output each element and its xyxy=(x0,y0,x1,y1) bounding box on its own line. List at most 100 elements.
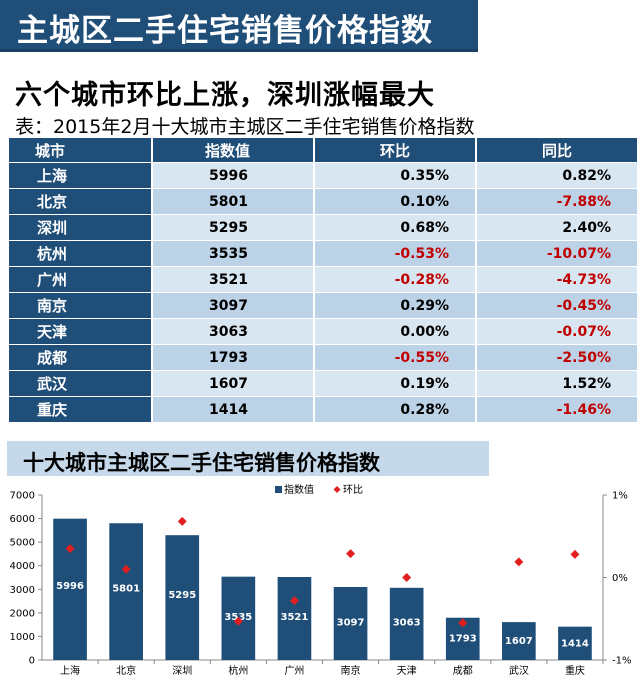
x-tick-label: 上海 xyxy=(60,664,80,677)
cell-index: 3097 xyxy=(153,293,313,318)
bar-重庆 xyxy=(558,626,592,660)
x-tick-label: 成都 xyxy=(453,665,473,677)
mom-marker-上海 xyxy=(65,544,75,554)
bar-广州 xyxy=(277,577,312,660)
table-caption: 表：2015年2月十大城市主城区二手住宅销售价格指数 xyxy=(15,116,475,138)
cell-index: 5295 xyxy=(153,215,313,240)
cell-index: 3521 xyxy=(153,267,313,292)
index-bar-chart: 0 1000 2000 3000 4000 5000 6000 7000 1% 0% -1% 5996… xyxy=(10,483,632,677)
bar-南京 xyxy=(333,586,368,660)
cell-mom: 0.29% xyxy=(315,293,475,318)
cell-index: 1607 xyxy=(153,371,313,396)
index-table: 城市 指数值 环比 同比 上海 5996 0.35% 0.82% 北京 5801 0.10%… xyxy=(7,137,639,423)
cell-yoy: 2.40% xyxy=(477,215,637,240)
cell-mom: 0.00% xyxy=(315,319,475,344)
cell-index: 3535 xyxy=(153,241,313,266)
cell-yoy: -7.88% xyxy=(477,189,637,214)
chart-title-banner: 十大城市主城区二手住宅销售价格指数 xyxy=(7,441,489,476)
mom-marker-成都 xyxy=(458,618,468,628)
headline: 六个城市环比上涨，深圳涨幅最大 xyxy=(15,80,435,111)
column-header-mom: 环比 xyxy=(315,138,475,162)
left-tick-label: 6000 xyxy=(10,514,35,525)
cell-index: 5996 xyxy=(153,163,313,188)
x-tick-label: 武汉 xyxy=(509,664,529,677)
cell-mom: 0.68% xyxy=(315,215,475,240)
bar-深圳 xyxy=(165,535,200,660)
left-tick-label: 5000 xyxy=(10,538,35,549)
table-row: 南京 3097 0.29% -0.45% xyxy=(9,293,637,318)
right-tick-label: 0% xyxy=(612,573,628,584)
bar-value-label: 3063 xyxy=(393,618,421,629)
bar-value-label: 1607 xyxy=(505,636,533,647)
table-row: 天津 3063 0.00% -0.07% xyxy=(9,319,637,344)
cell-mom: 0.35% xyxy=(315,163,475,188)
bar-value-label: 3521 xyxy=(281,612,309,623)
cell-mom: 0.10% xyxy=(315,189,475,214)
bar-北京 xyxy=(109,523,143,660)
left-tick-label: 4000 xyxy=(10,561,35,572)
cell-city: 北京 xyxy=(9,189,151,214)
cell-mom: -0.55% xyxy=(315,345,475,370)
bar-上海 xyxy=(53,518,87,660)
cell-yoy: -2.50% xyxy=(477,345,637,370)
left-tick-label: 7000 xyxy=(10,491,35,502)
x-tick-label: 南京 xyxy=(341,664,361,677)
column-header-index: 指数值 xyxy=(153,138,313,162)
table-row: 重庆 1414 0.28% -1.46% xyxy=(9,397,637,422)
bar-value-label: 5996 xyxy=(56,581,84,592)
mom-marker-深圳 xyxy=(177,516,187,526)
table-header-row: 城市 指数值 环比 同比 xyxy=(9,138,637,162)
cell-city: 杭州 xyxy=(9,241,151,266)
header-banner: 主城区二手住宅销售价格指数 xyxy=(0,0,478,52)
x-tick-label: 北京 xyxy=(116,664,136,677)
bar-value-label: 3097 xyxy=(337,617,365,628)
legend-marker-swatch xyxy=(333,486,341,493)
page-title: 主城区二手住宅销售价格指数 xyxy=(17,13,433,49)
mom-marker-南京 xyxy=(346,549,356,559)
cell-city: 天津 xyxy=(9,319,151,344)
cell-index: 1793 xyxy=(153,345,313,370)
table-row: 北京 5801 0.10% -7.88% xyxy=(9,189,637,214)
cell-mom: -0.53% xyxy=(315,241,475,266)
right-tick-label: 1% xyxy=(612,491,628,502)
bar-value-label: 1414 xyxy=(561,638,589,649)
cell-city: 南京 xyxy=(9,293,151,318)
x-tick-label: 广州 xyxy=(284,665,304,677)
x-tick-label: 深圳 xyxy=(172,665,192,677)
x-tick-label: 重庆 xyxy=(565,664,585,677)
mom-marker-天津 xyxy=(402,573,412,582)
cell-city: 成都 xyxy=(9,345,151,370)
cell-yoy: -4.73% xyxy=(477,267,637,292)
cell-city: 深圳 xyxy=(9,215,151,240)
cell-city: 广州 xyxy=(9,267,151,292)
right-tick-label: -1% xyxy=(612,656,631,667)
bar-天津 xyxy=(389,587,424,660)
cell-yoy: -0.07% xyxy=(477,319,637,344)
cell-index: 1414 xyxy=(153,397,313,422)
x-tick-label: 天津 xyxy=(397,665,417,677)
left-tick-label: 1000 xyxy=(10,632,35,643)
mom-marker-北京 xyxy=(121,564,131,574)
mom-marker-杭州 xyxy=(233,616,243,626)
cell-yoy: -10.07% xyxy=(477,241,637,266)
cell-city: 武汉 xyxy=(9,371,151,396)
bar-value-label: 5801 xyxy=(112,584,140,595)
cell-yoy: 1.52% xyxy=(477,371,637,396)
legend-marker-label: 环比 xyxy=(343,484,363,496)
bar-武汉 xyxy=(502,622,536,660)
cell-yoy: -1.46% xyxy=(477,397,637,422)
cell-index: 5801 xyxy=(153,189,313,214)
left-tick-label: 2000 xyxy=(10,608,35,619)
bar-value-label: 5295 xyxy=(168,590,196,601)
legend-bar-label: 指数值 xyxy=(284,483,314,496)
mom-marker-武汉 xyxy=(514,557,524,567)
cell-city: 上海 xyxy=(9,163,151,188)
column-header-city: 城市 xyxy=(9,138,151,162)
table-row: 深圳 5295 0.68% 2.40% xyxy=(9,215,637,240)
bar-value-label: 1793 xyxy=(449,634,477,645)
column-header-yoy: 同比 xyxy=(477,138,637,162)
left-tick-label: 3000 xyxy=(10,585,35,596)
cell-city: 重庆 xyxy=(9,397,151,422)
table-row: 杭州 3535 -0.53% -10.07% xyxy=(9,241,637,266)
cell-mom: 0.28% xyxy=(315,397,475,422)
